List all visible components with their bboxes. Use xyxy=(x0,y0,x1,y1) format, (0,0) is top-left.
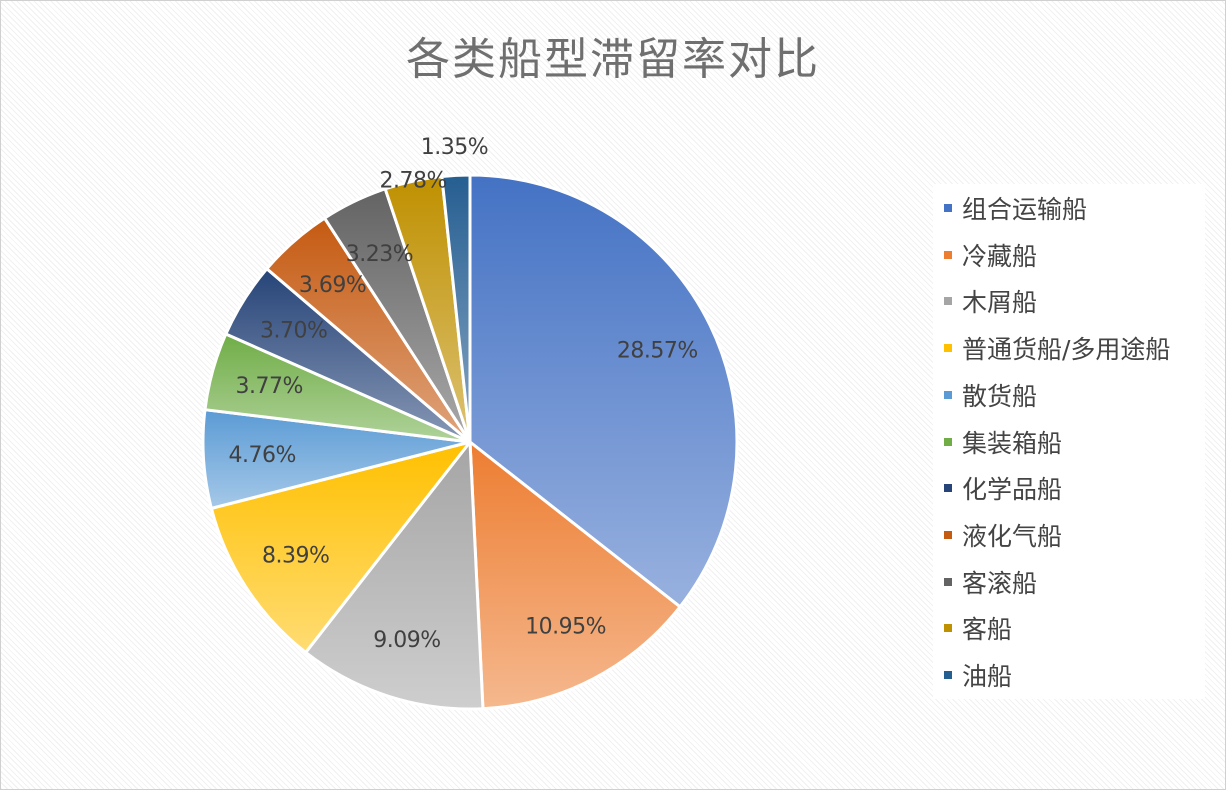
data-label: 28.57% xyxy=(617,338,698,363)
data-label: 8.39% xyxy=(262,544,329,569)
data-label: 4.76% xyxy=(229,443,296,468)
legend-label: 化学品船 xyxy=(962,475,1063,505)
legend-item: 木屑船 xyxy=(933,281,1037,321)
legend-swatch xyxy=(944,344,952,353)
legend-label: 客滚船 xyxy=(962,568,1038,598)
data-label: 2.78% xyxy=(380,169,447,194)
legend-label: 木屑船 xyxy=(962,288,1038,318)
legend-label: 油船 xyxy=(962,662,1013,691)
pie-slice xyxy=(304,440,485,711)
legend-swatch xyxy=(944,204,952,212)
data-label: 10.95% xyxy=(525,615,606,640)
data-label: 9.09% xyxy=(373,628,440,653)
legend-swatch xyxy=(944,624,952,633)
legend-item: 集装箱船 xyxy=(933,422,1062,462)
legend-item: 液化气船 xyxy=(933,515,1062,555)
legend-item: 客船 xyxy=(933,608,1012,648)
legend-swatch xyxy=(944,577,952,586)
legend-label: 普通货船/多用途船 xyxy=(962,335,1171,365)
pie-slice xyxy=(468,440,682,711)
legend-item: 散货船 xyxy=(933,375,1037,415)
pie-slice xyxy=(440,173,472,444)
legend-swatch xyxy=(944,297,952,306)
legend-label: 冷藏船 xyxy=(962,241,1038,271)
legend-swatch xyxy=(944,250,952,259)
legend-swatch xyxy=(944,530,952,539)
legend-item: 化学品船 xyxy=(933,468,1062,508)
legend-label: 散货船 xyxy=(962,381,1038,411)
data-label: 1.35% xyxy=(421,135,488,160)
legend-item: 客滚船 xyxy=(933,562,1037,602)
legend-label: 客船 xyxy=(962,615,1013,645)
pie-slice xyxy=(209,440,472,654)
legend-label: 组合运输船 xyxy=(962,195,1088,224)
legend: 组合运输船冷藏船木屑船普通货船/多用途船 散货船集装箱船化学品船液化气船客滚船客船… xyxy=(933,184,1205,699)
data-label: 3.70% xyxy=(260,319,327,344)
data-label: 3.69% xyxy=(299,273,366,298)
legend-label: 液化气船 xyxy=(962,521,1063,551)
legend-item: 油船 xyxy=(933,655,1012,695)
legend-item: 组合运输船 xyxy=(933,188,1087,228)
legend-swatch xyxy=(944,671,952,679)
legend-item: 冷藏船 xyxy=(933,235,1037,275)
data-label: 3.23% xyxy=(346,242,413,267)
legend-swatch xyxy=(944,484,952,493)
pie-slice xyxy=(468,173,739,609)
legend-swatch xyxy=(944,437,952,446)
chart-title: 各类船型滞留率对比 xyxy=(406,34,820,85)
data-label: 3.77% xyxy=(236,374,303,399)
legend-item: 普通货船/多用途船 xyxy=(933,328,1170,368)
legend-label: 集装箱船 xyxy=(962,428,1063,458)
legend-swatch xyxy=(944,390,952,399)
